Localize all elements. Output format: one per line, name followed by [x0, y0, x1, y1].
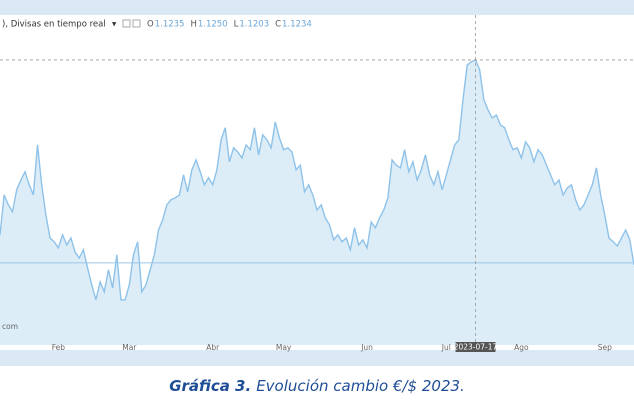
bottom-band — [0, 350, 634, 366]
ohlc-value: 1.1234 — [282, 20, 312, 30]
icon — [122, 19, 131, 28]
top-band — [0, 0, 634, 15]
watermark: com — [2, 322, 18, 331]
x-tick-label: Jun — [360, 343, 373, 352]
ohlc-key: O — [147, 20, 154, 30]
crosshair-label-bg — [455, 342, 496, 352]
caption-text: Evolución cambio €/$ 2023. — [256, 377, 465, 395]
caption: Gráfica 3. Evolución cambio €/$ 2023. — [169, 377, 465, 395]
ohlc-key: H — [190, 20, 196, 30]
ohlc-value: 1.1250 — [198, 20, 228, 30]
ohlc-value: 1.1203 — [239, 20, 269, 30]
x-tick-label: Sep — [598, 343, 612, 352]
dropdown-icon: ▾ — [112, 20, 117, 30]
x-tick-label: Feb — [52, 343, 66, 352]
ohlc-key: C — [275, 20, 281, 30]
plot: Feb Mar Abr May Jun Jul Ago Sep 2023-07-17 — [0, 15, 634, 352]
price-line — [0, 58, 634, 301]
ohlc-key: L — [234, 20, 239, 30]
caption-label: Gráfica 3. — [169, 377, 251, 395]
x-tick-label: Mar — [122, 343, 137, 352]
ohlc-value: 1.1235 — [155, 20, 185, 30]
ohlc: O 1.1235 H 1.1250 L 1.1203 C 1.1234 — [147, 20, 312, 30]
x-tick-label: Abr — [206, 343, 220, 352]
crosshair-label: 2023-07-17 — [454, 343, 498, 352]
chart-panel — [0, 15, 634, 355]
x-tick-label: May — [276, 343, 292, 352]
icon — [132, 19, 141, 28]
x-tick-label: Jul — [441, 343, 451, 352]
symbol-name: ), Divisas en tiempo real — [2, 20, 106, 30]
x-tick-label: Ago — [514, 343, 529, 352]
